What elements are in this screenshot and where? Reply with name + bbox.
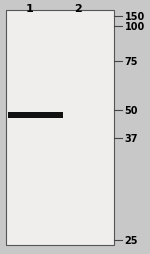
- Text: 37: 37: [124, 133, 138, 144]
- Text: 50: 50: [124, 105, 138, 116]
- Text: 100: 100: [124, 22, 145, 32]
- Bar: [8, 113, 63, 118]
- Text: 2: 2: [74, 4, 82, 14]
- Text: 75: 75: [124, 57, 138, 67]
- Text: 150: 150: [124, 11, 145, 22]
- Text: 1: 1: [26, 4, 34, 14]
- Bar: [6, 11, 114, 245]
- Text: 25: 25: [124, 235, 138, 245]
